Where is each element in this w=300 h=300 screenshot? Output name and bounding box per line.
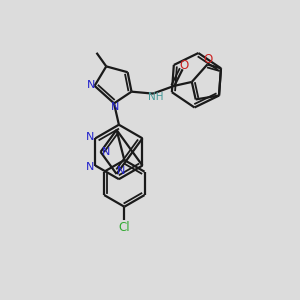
Text: N: N xyxy=(86,161,94,172)
Text: Cl: Cl xyxy=(118,220,130,234)
Text: NH: NH xyxy=(148,92,164,103)
Text: N: N xyxy=(111,102,119,112)
Text: O: O xyxy=(204,53,213,66)
Text: N: N xyxy=(86,80,95,90)
Text: N: N xyxy=(102,147,111,157)
Text: O: O xyxy=(179,59,189,72)
Text: N: N xyxy=(117,166,126,176)
Text: N: N xyxy=(86,132,94,142)
